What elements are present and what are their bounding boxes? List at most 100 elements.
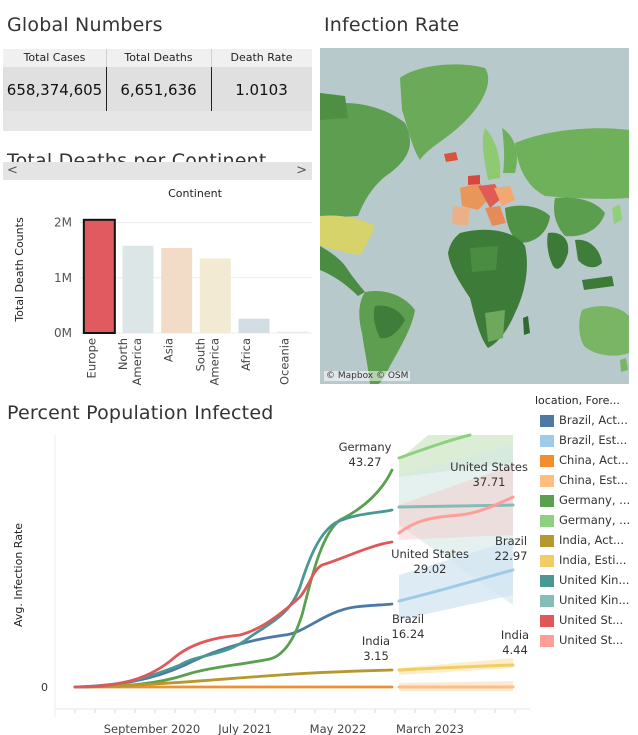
x-tick-label: Oceania <box>278 338 292 385</box>
legend-item[interactable]: United St... <box>535 611 638 631</box>
y-tick-label: 1M <box>54 271 72 285</box>
map-region <box>582 276 614 290</box>
table-row: 658,374,605 6,651,636 1.0103 <box>3 67 312 111</box>
annotation-value: 16.24 <box>392 627 425 641</box>
legend-item[interactable]: United Kin... <box>535 591 638 611</box>
legend-label: United Kin... <box>559 573 630 587</box>
bar-africa <box>238 318 270 333</box>
death-rate-value: 1.0103 <box>235 81 288 99</box>
legend-swatch <box>540 475 554 487</box>
legend-item[interactable]: United St... <box>535 631 638 651</box>
brazil-actual-line <box>73 602 394 689</box>
annotation-value: 3.15 <box>363 649 389 663</box>
annotation-country: Brazil <box>392 612 424 626</box>
scroll-left-icon[interactable]: < <box>7 163 18 178</box>
germany-actual-line <box>73 468 394 689</box>
world-map-graphic <box>320 64 629 384</box>
legend-item[interactable]: Germany, ... <box>535 511 638 531</box>
bar-north-america <box>122 245 154 333</box>
brazil-forecast-line <box>397 568 515 603</box>
legend-swatch <box>540 535 554 547</box>
map-region <box>505 205 550 243</box>
x-tick-label: May 2022 <box>310 722 367 735</box>
legend-swatch <box>540 495 554 507</box>
chart-legend: location, Fore... Brazil, Act... Brazil, … <box>535 394 638 651</box>
annotation-country: India <box>501 628 529 642</box>
legend-label: China, Act... <box>559 453 629 467</box>
annotation-value: 22.97 <box>495 549 528 563</box>
bar-south-america <box>199 258 231 333</box>
brazil-forecast-band <box>399 540 513 620</box>
legend-item[interactable]: Germany, ... <box>535 491 638 511</box>
legend-swatch <box>540 575 554 587</box>
annotation-country: United States <box>450 460 528 474</box>
y-axis-title: Avg. Infection Rate <box>12 523 25 627</box>
column-divider <box>211 67 212 111</box>
india-forecast-line <box>397 663 515 672</box>
annotation-value: 43.27 <box>349 455 382 469</box>
map-region <box>485 206 506 226</box>
annotation-value: 37.71 <box>473 475 506 489</box>
map-region <box>468 175 480 185</box>
legend-swatch <box>540 615 554 627</box>
map-region <box>320 215 375 255</box>
map-region <box>373 305 405 339</box>
percent-infected-title: Percent Population Infected <box>7 402 274 424</box>
legend-label: Brazil, Act... <box>559 413 628 427</box>
map-region <box>502 128 517 173</box>
map-region <box>470 246 498 272</box>
map-region <box>579 306 629 356</box>
table-header: Total Cases Total Deaths Death Rate <box>3 49 312 67</box>
legend-item[interactable]: Brazil, Est... <box>535 431 638 451</box>
scroll-right-icon[interactable]: > <box>296 163 307 178</box>
legend-label: India, Act... <box>559 533 624 547</box>
annotation-country: Brazil <box>495 534 527 548</box>
map-region <box>612 204 622 224</box>
legend-item[interactable]: India, Act... <box>535 531 638 551</box>
horizontal-scrollbar[interactable]: < > <box>3 162 312 180</box>
uk-actual-line <box>73 508 394 689</box>
legend-label: United St... <box>559 633 624 647</box>
legend-item[interactable]: Brazil, Act... <box>535 411 638 431</box>
global-numbers-title: Global Numbers <box>7 14 163 36</box>
x-tick-label: March 2023 <box>396 722 464 735</box>
germany-forecast-line <box>397 433 472 460</box>
y-tick-label: 0 <box>41 681 48 694</box>
legend-swatch <box>540 415 554 427</box>
deaths-bar-chart: Continent 2M 1M 0M Total Death Counts Europe N… <box>13 187 312 385</box>
x-tick-label: South <box>193 338 207 371</box>
legend-label: China, Est... <box>559 473 628 487</box>
header-death-rate[interactable]: Death Rate <box>230 51 293 64</box>
legend-swatch <box>540 595 554 607</box>
header-divider <box>106 49 107 67</box>
bar-asia <box>161 247 193 333</box>
india-actual-line <box>73 668 394 689</box>
legend-swatch <box>540 435 554 447</box>
map-region <box>448 229 527 348</box>
x-tick-label: North <box>116 338 130 370</box>
header-total-deaths[interactable]: Total Deaths <box>124 51 193 64</box>
legend-item[interactable]: India, Esti... <box>535 551 638 571</box>
map-region <box>575 239 602 268</box>
bar-oceania <box>277 331 309 333</box>
header-total-cases[interactable]: Total Cases <box>23 51 86 64</box>
us-actual-line <box>73 540 394 689</box>
legend-swatch <box>540 635 554 647</box>
map-region <box>554 197 605 237</box>
total-deaths-value: 6,651,636 <box>120 81 197 99</box>
map-region <box>482 128 501 180</box>
legend-item[interactable]: United Kin... <box>535 571 638 591</box>
legend-label: Germany, ... <box>559 493 631 507</box>
continent-header: Continent <box>168 187 222 200</box>
x-tick-label: July 2021 <box>217 722 272 735</box>
legend-item[interactable]: China, Est... <box>535 471 638 491</box>
us-forecast-line <box>397 495 515 535</box>
legend-swatch <box>540 455 554 467</box>
infection-rate-map[interactable]: © Mapbox © OSM <box>320 48 629 384</box>
map-region <box>452 206 470 226</box>
legend-item[interactable]: China, Act... <box>535 451 638 471</box>
map-attribution[interactable]: © Mapbox © OSM <box>324 371 411 381</box>
global-numbers-table: Total Cases Total Deaths Death Rate 658,… <box>3 49 312 180</box>
infection-rate-title: Infection Rate <box>324 14 460 36</box>
map-region <box>547 232 569 269</box>
